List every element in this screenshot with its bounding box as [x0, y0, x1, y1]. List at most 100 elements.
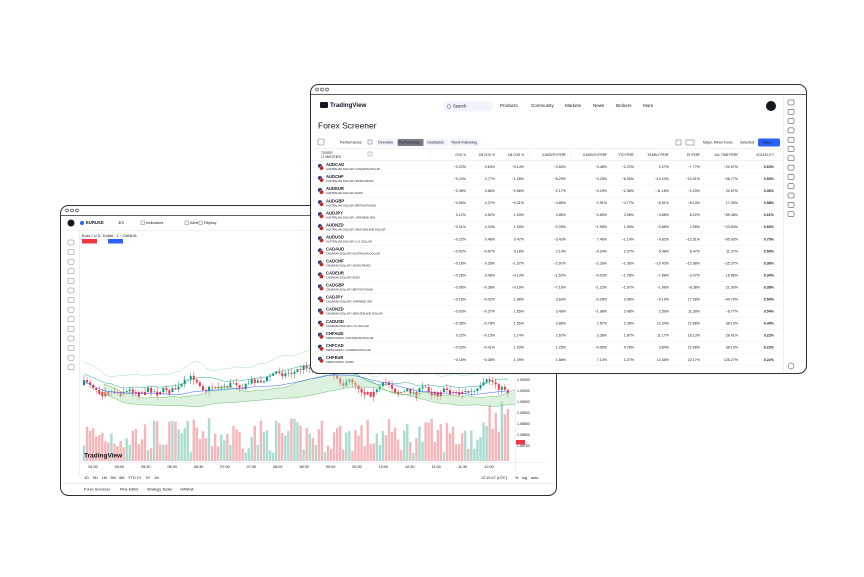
ticker[interactable]: AUDJPY — [326, 210, 343, 215]
nav-link[interactable]: More — [643, 103, 654, 108]
ticker[interactable]: CADCHF — [326, 259, 344, 264]
range-button[interactable]: 6M — [119, 476, 124, 480]
range-button[interactable]: 1Y — [137, 476, 142, 480]
ticker[interactable]: CADUSD — [326, 319, 344, 324]
column-header[interactable]: 1W CHG % — [479, 153, 496, 157]
sidebar-icon[interactable] — [787, 211, 795, 217]
help-icon[interactable] — [787, 362, 795, 370]
logo-icon[interactable] — [320, 102, 328, 108]
sidebar-icon[interactable] — [787, 127, 795, 134]
sidebar-icon[interactable] — [787, 183, 795, 189]
toolbar-icon[interactable] — [675, 139, 682, 146]
sidebar-icon[interactable] — [787, 202, 795, 208]
sidebar-icon[interactable] — [787, 174, 795, 180]
sidebar-icon[interactable] — [787, 155, 795, 162]
bottom-tab[interactable]: Strategy Tester — [147, 488, 173, 492]
drawing-tool-icon[interactable] — [67, 239, 75, 246]
sidebar-icon[interactable] — [787, 136, 795, 143]
column-header[interactable]: CHG % — [455, 153, 466, 157]
column-header[interactable]: YEARLY PERF — [647, 153, 669, 157]
search-placeholder[interactable]: Search — [453, 104, 467, 109]
interval[interactable]: 1m — [118, 220, 124, 225]
market-filter[interactable]: Major, Minor Forex — [703, 140, 733, 144]
column-header[interactable]: VOLATILITY — [756, 153, 775, 157]
symbol[interactable]: EURUSD — [86, 220, 104, 225]
ticker[interactable]: CADAUD — [326, 246, 344, 251]
ticker[interactable]: AUDCHF — [326, 174, 344, 179]
sidebar-icon[interactable] — [787, 109, 795, 115]
screener-tab[interactable]: Overview — [378, 140, 393, 144]
sidebar-icon[interactable] — [787, 118, 795, 124]
bottom-tab[interactable]: Forex Screener — [84, 488, 111, 492]
drawing-tool-icon[interactable] — [67, 306, 75, 313]
column-header[interactable]: YTD PERF — [618, 153, 634, 157]
logo-icon[interactable] — [67, 219, 75, 227]
drawing-tool-icon[interactable] — [67, 278, 75, 284]
range-button[interactable]: 1M — [102, 476, 107, 480]
search-box[interactable] — [443, 101, 493, 112]
ticker[interactable]: CADEUR — [326, 271, 344, 276]
sidebar-icon[interactable] — [787, 164, 795, 171]
toolbar-icon[interactable] — [367, 139, 373, 145]
selected-filter[interactable]: Selected — [740, 140, 754, 144]
ticker[interactable]: CADGBP — [326, 283, 344, 288]
column-header[interactable]: 3-MONTH PERF — [542, 153, 566, 157]
drawing-tool-icon[interactable] — [67, 268, 75, 275]
range-button[interactable]: 5Y — [146, 476, 151, 480]
screener-tab[interactable]: Performance — [399, 140, 420, 144]
drawing-tool-icon[interactable] — [67, 258, 75, 265]
toolbar-button[interactable]: Replay — [204, 220, 216, 225]
toolbar-button[interactable]: Indicators — [146, 220, 163, 225]
nav-link[interactable]: Markets — [565, 103, 582, 108]
drawing-tool-icon[interactable] — [67, 335, 75, 342]
column-header[interactable]: ALL TIME PERF — [715, 153, 738, 157]
logo-text[interactable]: TradingView — [330, 102, 367, 109]
range-button[interactable]: 1D — [84, 476, 89, 480]
range-button[interactable]: YTD — [128, 476, 136, 480]
toolbar-button[interactable]: Alert — [190, 220, 199, 225]
range-button[interactable]: 5D — [93, 476, 98, 480]
drawing-tool-icon[interactable] — [67, 326, 75, 332]
ticker[interactable]: CHFCAD — [326, 343, 344, 348]
screener-tab[interactable]: Trend-Following — [451, 140, 477, 144]
column-header[interactable]: 5Y PERF — [687, 153, 700, 157]
scale-button[interactable]: % — [515, 476, 519, 480]
scale-button[interactable]: log — [522, 476, 527, 480]
drawing-tool-icon[interactable] — [67, 345, 75, 351]
drawing-tool-icon[interactable] — [67, 297, 75, 303]
toolbar-icon[interactable] — [685, 139, 695, 146]
filters-label[interactable]: Filters — [762, 141, 772, 145]
sidebar-icon[interactable] — [787, 192, 795, 199]
nav-link[interactable]: Community — [531, 103, 555, 108]
screener-tab[interactable]: Oscillators — [427, 140, 444, 144]
ticker[interactable]: AUDNZD — [326, 222, 344, 227]
nav-link[interactable]: News — [593, 103, 605, 108]
view-menu[interactable]: Performance — [340, 141, 362, 145]
drawing-tool-icon[interactable] — [67, 287, 75, 294]
toolbar-icon[interactable] — [317, 138, 325, 146]
ticker[interactable]: AUDGBP — [326, 198, 344, 203]
range-button[interactable]: 3M — [110, 476, 115, 480]
drawing-tool-icon[interactable] — [67, 354, 75, 361]
ticker[interactable]: CADNZD — [326, 307, 344, 312]
range-button[interactable]: All — [154, 476, 158, 480]
nav-link[interactable]: Brokers — [616, 103, 632, 108]
drawing-tool-icon[interactable] — [67, 364, 75, 371]
bottom-tab[interactable]: Pine Editor — [120, 488, 139, 492]
filters-button[interactable] — [758, 138, 780, 147]
column-header[interactable]: 1M CHG % — [508, 153, 524, 157]
ticker[interactable]: CADJPY — [326, 295, 343, 300]
drawing-tool-icon[interactable] — [67, 316, 75, 323]
scale-button[interactable]: auto — [531, 476, 538, 480]
sidebar-icon[interactable] — [787, 146, 795, 152]
ticker[interactable]: AUDUSD — [326, 234, 344, 239]
nav-link[interactable]: Products — [500, 103, 519, 108]
drawing-tool-icon[interactable] — [67, 249, 75, 255]
column-header[interactable]: 6-MONTH PERF — [583, 153, 607, 157]
ticker[interactable]: CHFAUD — [326, 331, 343, 336]
sidebar-icon[interactable] — [787, 99, 795, 106]
ticker-search[interactable] — [367, 151, 373, 157]
avatar[interactable] — [766, 101, 776, 111]
ticker-header[interactable]: TICKER — [321, 151, 333, 155]
ticker[interactable]: AUDCAD — [326, 162, 344, 167]
